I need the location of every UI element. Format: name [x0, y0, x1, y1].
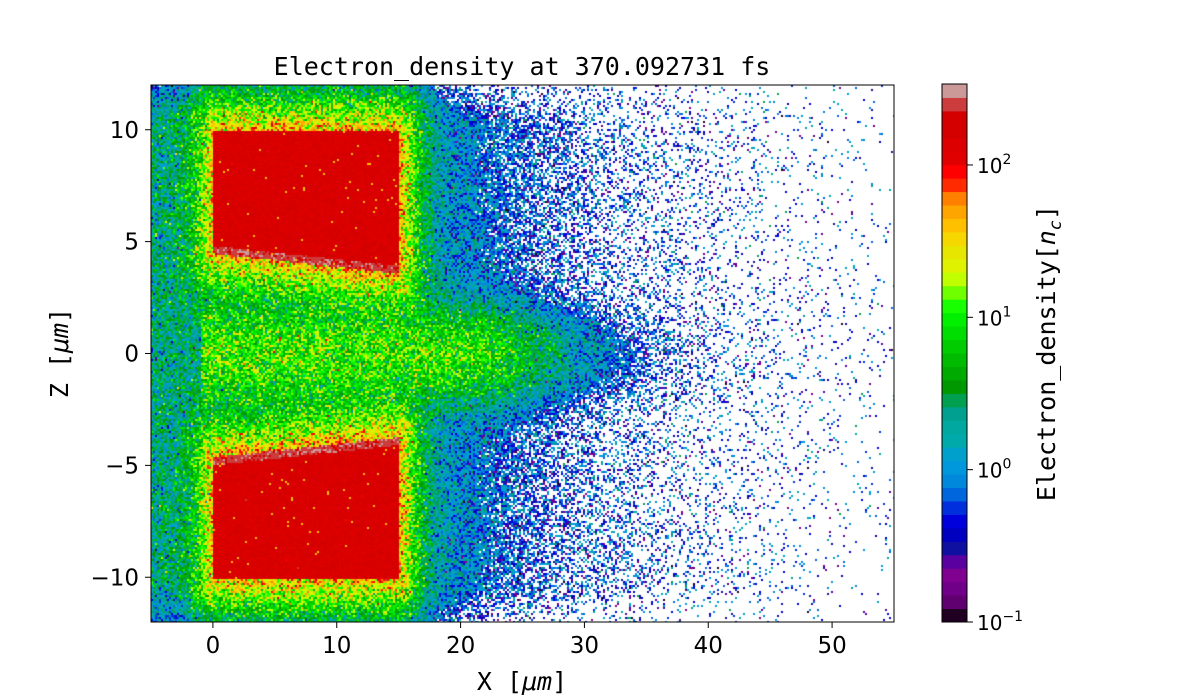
- colorbar-band: [942, 137, 967, 152]
- colorbar-band: [942, 97, 967, 112]
- x-tick-label: 0: [206, 633, 221, 659]
- colorbar-band: [942, 460, 967, 475]
- colorbar-band: [942, 568, 967, 583]
- colorbar-band: [942, 178, 967, 193]
- colorbar-band: [942, 205, 967, 219]
- colorbar-band: [942, 393, 967, 408]
- colorbar-band: [942, 110, 967, 125]
- colorbar-band: [942, 353, 967, 367]
- colorbar-tick-label: 101: [977, 304, 1011, 330]
- colorbar-band: [942, 474, 967, 488]
- colorbar-band: [942, 420, 967, 435]
- colorbar-band: [942, 514, 967, 529]
- colorbar-band: [942, 379, 967, 394]
- y-tick-label: 5: [124, 230, 139, 256]
- colorbar-band: [942, 447, 967, 462]
- colorbar-band: [942, 258, 967, 273]
- x-tick-label: 10: [322, 633, 351, 659]
- plot-frame: [150, 84, 895, 623]
- colorbar-tick-label: 10−1: [977, 609, 1023, 635]
- colorbar-tick-label: 102: [977, 152, 1011, 178]
- colorbar-band: [942, 218, 967, 233]
- x-tick-label: 50: [817, 633, 846, 659]
- chart-title: Electron_density at 370.092731 fs: [274, 52, 771, 81]
- colorbar-band: [942, 487, 967, 502]
- colorbar-band: [942, 164, 967, 179]
- x-tick-label: 30: [570, 633, 599, 659]
- colorbar-band: [942, 84, 967, 98]
- colorbar-band: [942, 433, 967, 448]
- heatmap-canvas: [151, 85, 894, 622]
- colorbar-band: [942, 191, 967, 206]
- colorbar-band: [942, 299, 967, 314]
- colorbar-frame: [941, 83, 968, 623]
- y-tick-label: 0: [124, 342, 139, 368]
- colorbar-axis: 10−1 100 101 102: [967, 152, 1023, 635]
- colorbar-band: [942, 366, 967, 381]
- x-axis-label: X [μm]: [477, 667, 567, 696]
- y-axis-label: Z [μm]: [45, 308, 74, 398]
- x-tick-label: 20: [446, 633, 475, 659]
- colorbar-band: [942, 541, 967, 556]
- colorbar-band: [942, 595, 967, 610]
- colorbar-label: Electron_density[nc]: [1032, 205, 1066, 501]
- colorbar-band: [942, 339, 967, 354]
- colorbar-band: [942, 312, 967, 327]
- y-axis: 10 5 0 −5 −10: [90, 118, 151, 591]
- colorbar: [942, 84, 967, 623]
- colorbar-band: [942, 272, 967, 287]
- colorbar-band: [942, 285, 967, 300]
- colorbar-band: [942, 124, 967, 139]
- colorbar-band: [942, 151, 967, 166]
- y-tick-label: −10: [90, 565, 139, 591]
- colorbar-band: [942, 245, 967, 260]
- colorbar-band: [942, 500, 967, 515]
- colorbar-band: [942, 608, 967, 623]
- colorbar-band: [942, 406, 967, 421]
- colorbar-band: [942, 554, 967, 569]
- x-tick-label: 40: [694, 633, 723, 659]
- x-axis: 0 10 20 30 40 50: [206, 622, 847, 659]
- colorbar-tick-label: 100: [977, 457, 1011, 483]
- colorbar-band: [942, 581, 967, 596]
- y-tick-label: −5: [105, 453, 139, 479]
- colorbar-band: [942, 326, 967, 341]
- colorbar-band: [942, 527, 967, 542]
- y-tick-label: 10: [110, 118, 139, 144]
- colorbar-band: [942, 231, 967, 246]
